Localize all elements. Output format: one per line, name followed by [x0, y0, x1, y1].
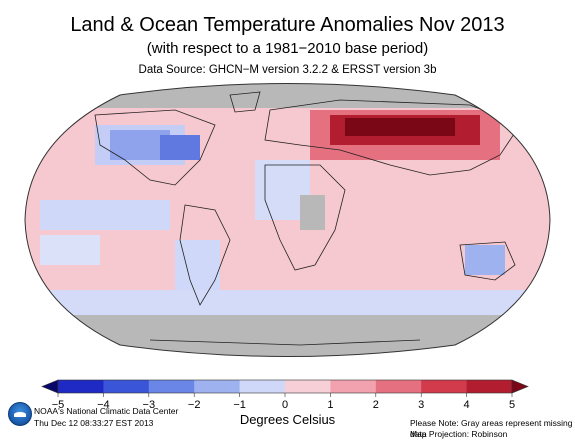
colorbar-tick-label: 5 [509, 399, 515, 411]
cool-patch-sa [175, 240, 220, 290]
colorbar-segment [58, 380, 104, 393]
colorbar-tick-label: 4 [464, 399, 470, 411]
colorbar-tick-label: −3 [143, 399, 156, 411]
cool-patch-pacific [40, 200, 170, 230]
map-title: Land & Ocean Temperature Anomalies Nov 2… [70, 14, 505, 36]
colorbar-tick-label: 3 [418, 399, 424, 411]
colorbar-segment [285, 380, 331, 393]
cool-patch-australia [465, 245, 505, 275]
cool-patch-pacific-2 [40, 235, 100, 265]
footer-right-line2: Map Projection: Robinson [410, 429, 508, 439]
noaa-logo-icon [8, 402, 32, 426]
colorbar: −5 −4 −3 −2 −1 0 1 2 3 4 5 [41, 379, 529, 411]
australia-outline [459, 241, 516, 281]
eurasia-outline [264, 99, 521, 176]
colder-patch-na [160, 135, 200, 160]
colorbar-tick-label: 1 [327, 399, 333, 411]
colorbar-segment [239, 380, 286, 393]
map-subtitle: (with respect to a 1981−2010 base period… [146, 40, 429, 57]
colorbar-segment [103, 380, 150, 393]
north-america-outline [94, 109, 216, 186]
colorbar-tick-label: −1 [233, 399, 246, 411]
cool-patch-southern [30, 290, 550, 315]
south-america-outline [179, 204, 231, 306]
footer-left-line1: NOAA's National Climatic Data Center [34, 406, 179, 416]
africa-outline [264, 164, 346, 271]
africa-missing [300, 195, 325, 230]
footer-left-line2: Thu Dec 12 08:33:27 EST 2013 [34, 418, 154, 428]
colorbar-segment [194, 380, 241, 393]
arctic-missing [25, 83, 550, 108]
colorbar-tick-label: 2 [373, 399, 379, 411]
hottest-patch-siberia [345, 118, 455, 136]
colorbar-segment [466, 380, 513, 393]
colorbar-tick-label: −4 [97, 399, 110, 411]
colorbar-segment [421, 380, 468, 393]
antarctica-outline [149, 339, 421, 346]
colorbar-extend-high [511, 379, 529, 394]
colorbar-tick-label: −5 [52, 399, 65, 411]
colorbar-segment [330, 380, 377, 393]
colorbar-tick-label: 0 [282, 399, 288, 411]
antarctic-missing [25, 315, 550, 357]
footer-right-line1: Please Note: Gray areas represent missin… [410, 418, 573, 439]
greenland-outline [229, 91, 261, 113]
colorbar-segment [148, 380, 195, 393]
colorbar-extend-low [41, 379, 59, 394]
data-source: Data Source: GHCN−M version 3.2.2 & ERSS… [138, 64, 437, 76]
units-label: Degrees Celsius [239, 412, 336, 427]
colorbar-tick-label: −2 [188, 399, 201, 411]
colorbar-segment [375, 380, 422, 393]
